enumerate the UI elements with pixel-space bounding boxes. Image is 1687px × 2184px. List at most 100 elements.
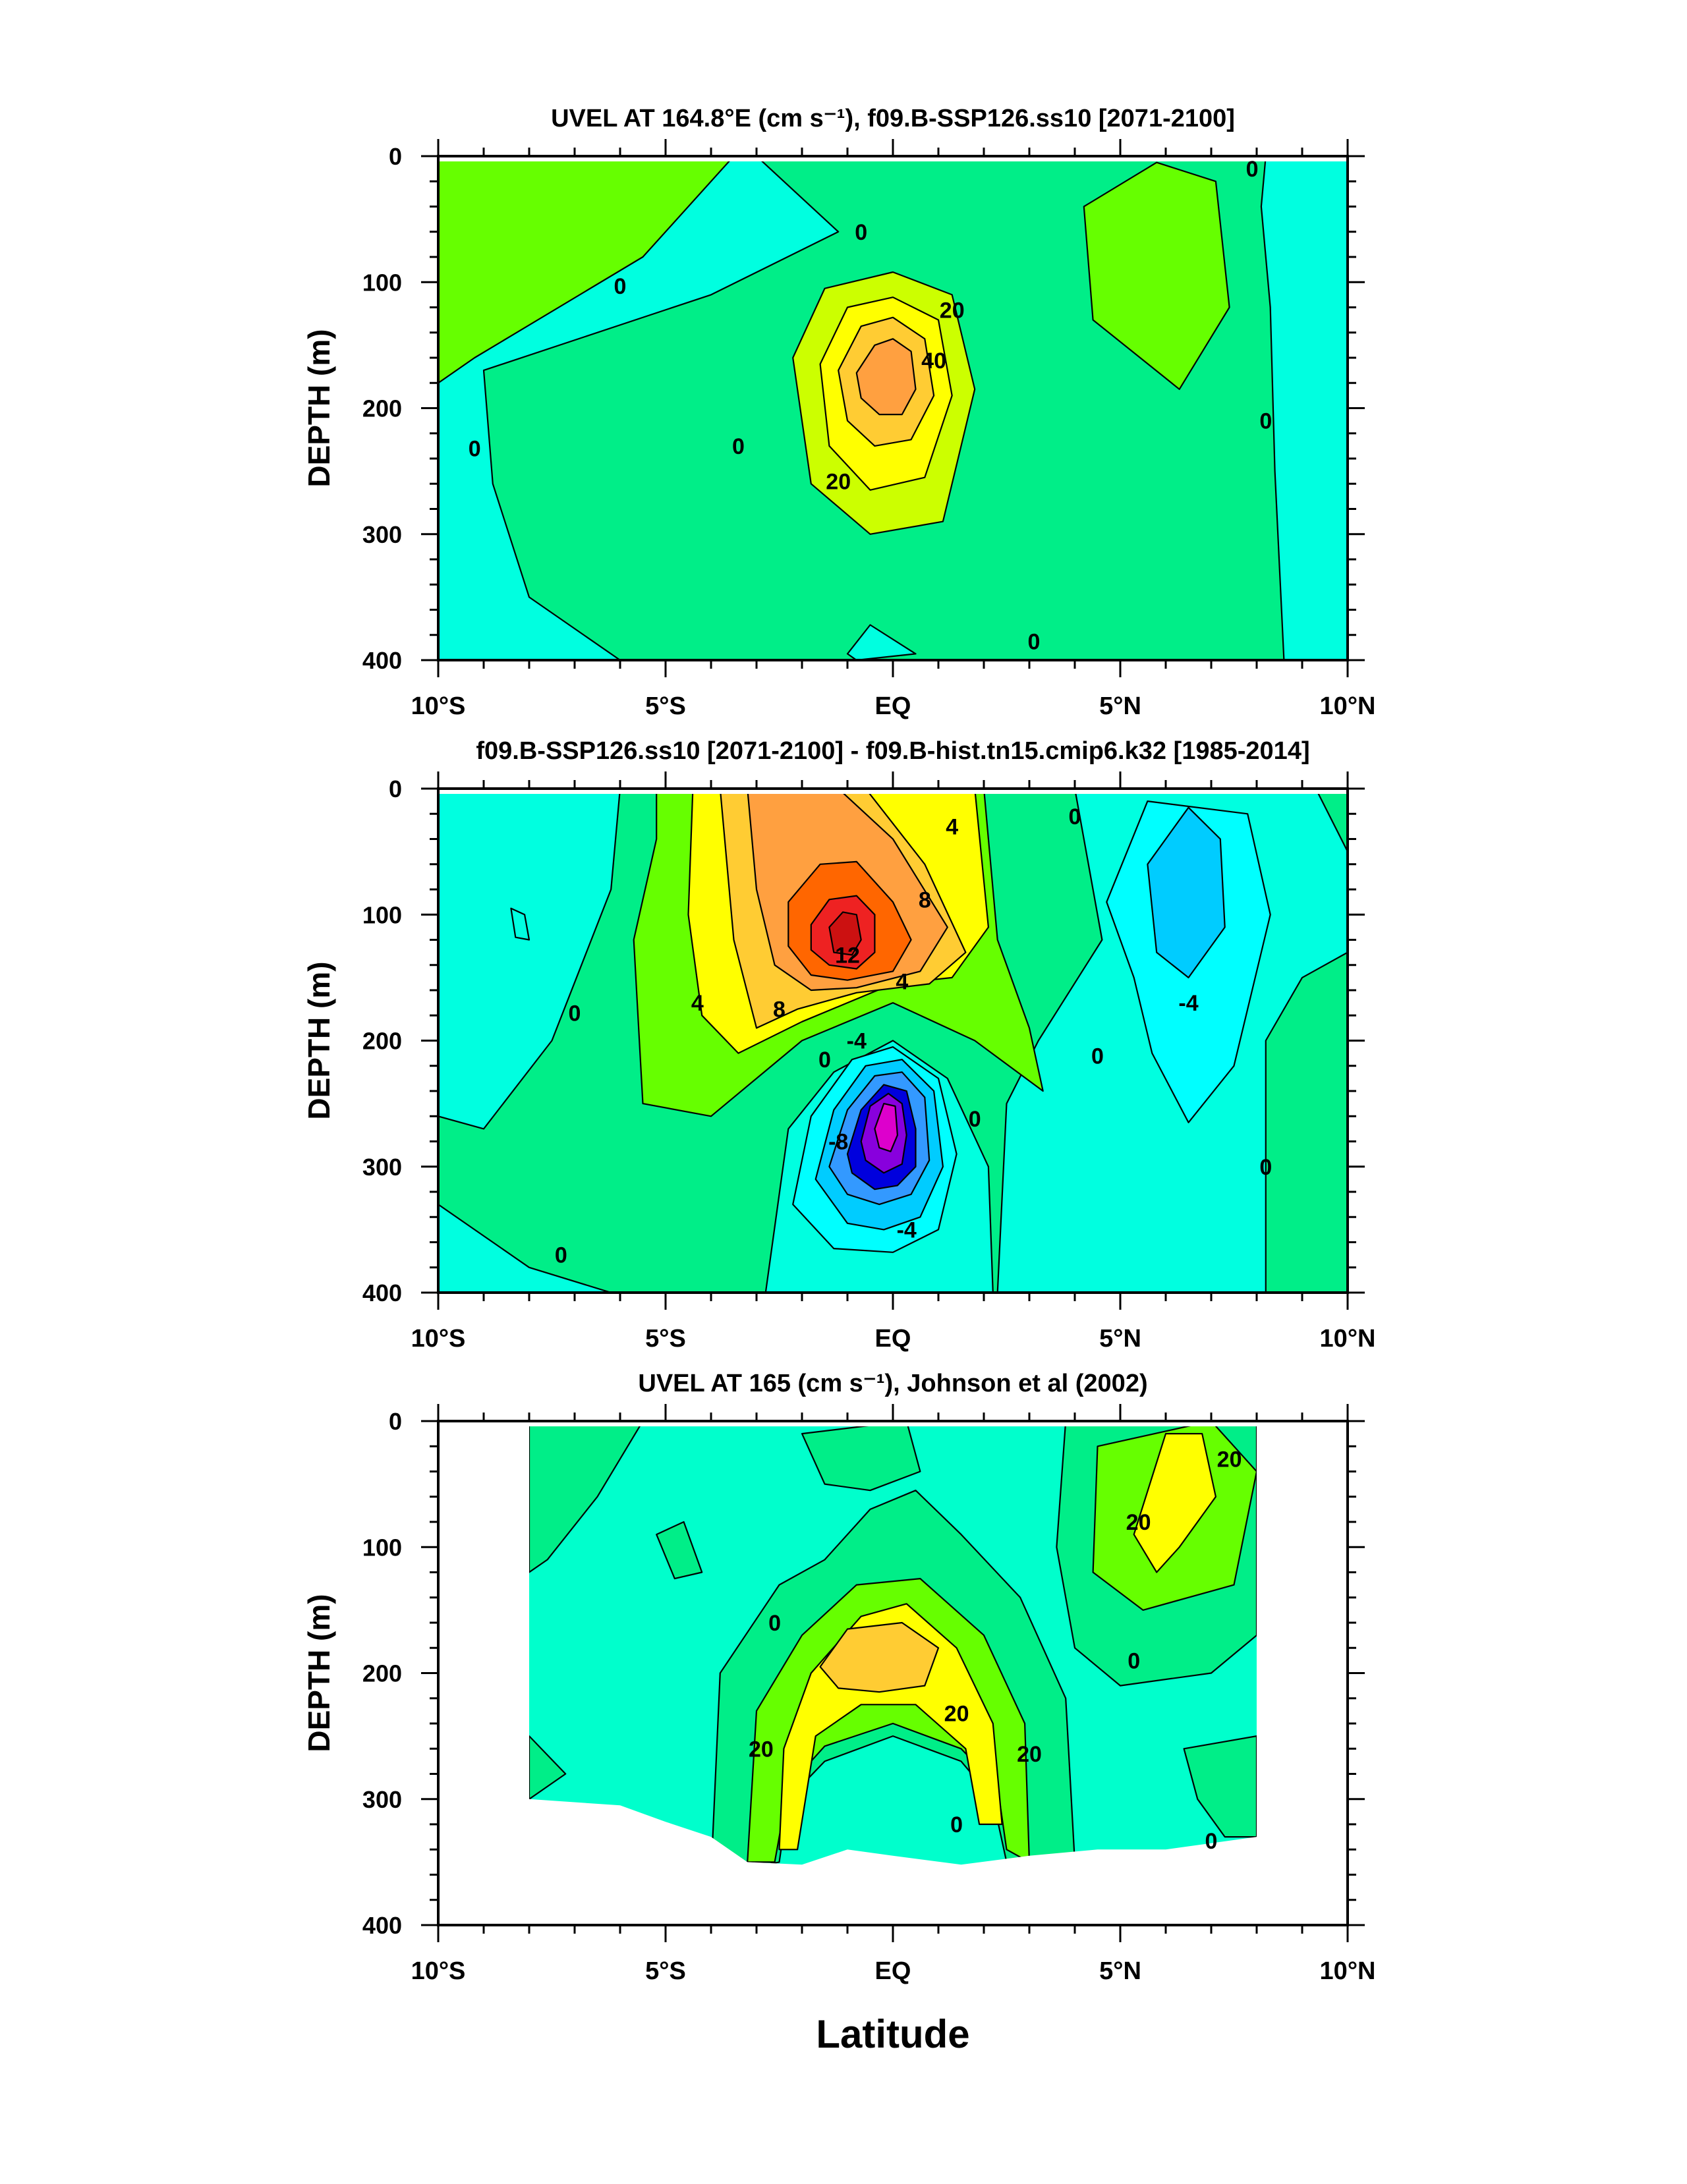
y-tick-label-4: 400 [362,1912,402,1939]
contour-field [529,1426,1257,1925]
contour-label-2: 20 [940,298,965,323]
contour-region-3 [438,161,730,384]
y-tick-label-0: 0 [389,775,402,802]
contour-label-4: 4 [896,970,908,995]
contour-label-3: 12 [835,943,860,968]
contour-region-19 [828,911,862,956]
panel-title: UVEL AT 164.8°E (cm s⁻¹), f09.B-SSP126.s… [551,105,1235,132]
y-axis-label: DEPTH (m) [302,1594,336,1752]
contour-region-2 [846,624,917,660]
contour-label-8: 0 [1259,409,1272,434]
contour-region-4 [1083,161,1230,390]
x-tick-label-2: EQ [875,1325,911,1353]
x-tick-label-4: 10°N [1320,1325,1376,1353]
contour-region-1 [529,1735,567,1800]
contour-label-0: 0 [614,274,627,299]
contour-label-12: 0 [969,1107,981,1132]
contour-label-3: 40 [921,349,946,374]
panel-difference: 4 0 8 12 4 4 8 -4 0 0 -4 0 0 -8 0 -4 0 10°S 5°S EQ 5°N 10°N 0 1… [302,737,1375,1353]
x-tick-label-2: EQ [875,1957,911,1985]
contour-label-1: 0 [855,220,867,245]
x-tick-label-4: 10°N [1320,692,1376,720]
contour-region-8 [855,338,917,416]
y-tick-label-2: 200 [362,1028,402,1055]
contour-region-12 [874,1102,899,1152]
y-tick-label-4: 400 [362,647,402,674]
y-tick-label-0: 0 [389,143,402,170]
contour-label-16: 0 [555,1243,567,1268]
x-tick-label-1: 5°S [645,1957,686,1985]
contour-label-5: 0 [469,437,481,462]
y-tick-label-4: 400 [362,1279,402,1306]
y-tick-label-3: 300 [362,1154,402,1181]
panel-title: UVEL AT 165 (cm s⁻¹), Johnson et al (200… [638,1370,1147,1397]
contour-region-6 [1147,806,1226,979]
contour-label-1: 0 [1069,804,1081,829]
contour-label-7: 20 [826,469,851,494]
contour-label-13: -8 [828,1130,848,1155]
contour-label-4: 0 [1246,157,1259,182]
contour-label-14: 0 [1259,1155,1272,1180]
y-tick-label-2: 200 [362,395,402,422]
contour-label-6: 8 [773,997,786,1022]
contour-label-7: 0 [950,1812,963,1837]
contour-label-11: 0 [1091,1044,1104,1069]
contour-region-5 [801,1426,921,1492]
contour-label-7: -4 [847,1029,867,1054]
x-tick-label-0: 10°S [411,1325,466,1353]
y-tick-label-3: 300 [362,521,402,548]
contour-label-9: 0 [1027,629,1040,654]
y-tick-label-1: 100 [362,901,402,928]
panel-title: f09.B-SSP126.ss10 [2071-2100] - f09.B-hi… [476,737,1309,765]
contour-label-9: 0 [569,1001,581,1026]
no-data-mask [529,1799,1257,1925]
contour-label-2: 0 [768,1611,781,1636]
contour-label-10: -4 [1178,991,1198,1016]
y-tick-label-1: 100 [362,269,402,296]
contour-region-2 [510,907,530,941]
contour-region-1 [438,1203,612,1293]
contour-label-0: 4 [946,814,958,839]
contour-field [438,161,1348,660]
figure-x-axis-label: Latitude [816,2012,969,2056]
contour-label-6: 20 [1017,1742,1042,1767]
x-tick-label-1: 5°S [645,692,686,720]
x-tick-label-3: 5°N [1099,692,1141,720]
y-tick-label-3: 300 [362,1786,402,1813]
contour-region-4 [1183,1735,1257,1838]
x-tick-label-0: 10°S [411,1957,466,1985]
contour-label-8: 0 [818,1048,831,1073]
y-tick-label-0: 0 [389,1408,402,1435]
contour-label-15: -4 [897,1218,917,1243]
contour-label-2: 8 [919,887,931,912]
x-tick-label-2: EQ [875,692,911,720]
contour-region-10 [1133,1433,1217,1573]
y-axis-label: DEPTH (m) [302,961,336,1119]
x-tick-label-3: 5°N [1099,1957,1141,1985]
contour-label-5: 20 [749,1737,774,1762]
contour-label-3: 0 [1128,1648,1140,1673]
x-tick-label-0: 10°S [411,692,466,720]
x-tick-label-1: 5°S [645,1325,686,1353]
y-axis-label: DEPTH (m) [302,329,336,487]
x-tick-label-3: 5°N [1099,1325,1141,1353]
y-tick-label-2: 200 [362,1660,402,1687]
contour-region-6 [656,1521,703,1580]
contour-field [438,794,1348,1293]
contour-label-4: 20 [944,1702,969,1727]
contour-region-1 [1260,161,1348,660]
contour-label-1: 20 [1126,1510,1151,1535]
contour-region-0 [529,1426,641,1573]
contour-region-11 [819,1621,940,1693]
contour-label-8: 0 [1205,1829,1218,1854]
contour-label-5: 4 [691,991,704,1016]
x-tick-label-4: 10°N [1320,1957,1376,1985]
contour-region-0 [438,794,621,1130]
contour-label-6: 0 [732,434,745,459]
contour-label-0: 20 [1217,1447,1242,1472]
y-tick-label-1: 100 [362,1534,402,1561]
